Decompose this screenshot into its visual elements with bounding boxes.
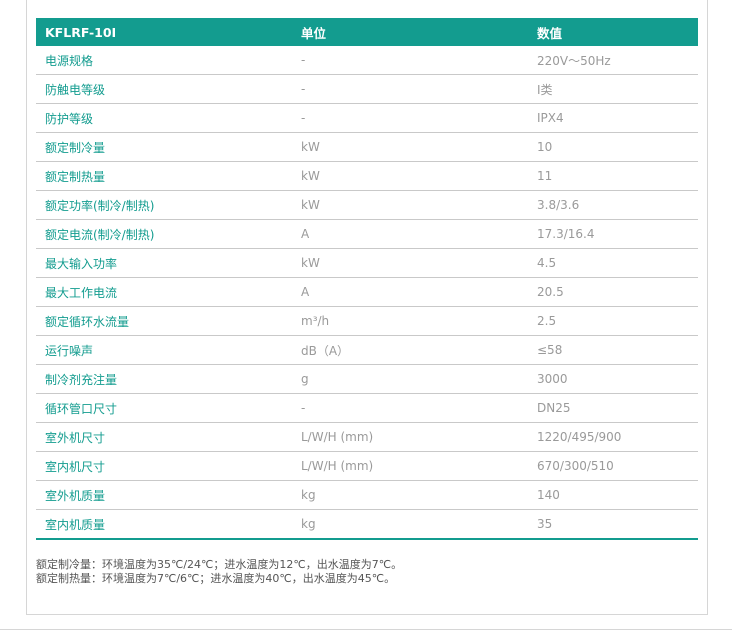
- row-label: 防护等级: [36, 103, 301, 133]
- table-row: 最大输入功率 kW 4.5: [36, 248, 698, 278]
- row-label: 额定循环水流量: [36, 306, 301, 336]
- row-label: 室外机尺寸: [36, 422, 301, 452]
- row-unit: kW: [301, 161, 537, 191]
- row-unit: -: [301, 103, 537, 133]
- row-value: 20.5: [537, 277, 698, 307]
- row-label: 最大输入功率: [36, 248, 301, 278]
- row-value: 670/300/510: [537, 451, 698, 481]
- header-model: KFLRF-10I: [36, 18, 301, 46]
- row-value: 1220/495/900: [537, 422, 698, 452]
- row-value: I类: [537, 74, 698, 104]
- row-label: 最大工作电流: [36, 277, 301, 307]
- row-value: DN25: [537, 393, 698, 423]
- table-row: 额定功率(制冷/制热) kW 3.8/3.6: [36, 190, 698, 220]
- row-label: 额定制热量: [36, 161, 301, 191]
- table-row: 防护等级 - IPX4: [36, 103, 698, 133]
- row-value: ≤58: [537, 335, 698, 365]
- footnote-cooling: 额定制冷量：环境温度为35℃/24℃；进水温度为12℃，出水温度为7℃。: [36, 558, 403, 571]
- table-row: 额定循环水流量 m³/h 2.5: [36, 306, 698, 336]
- row-label: 室内机尺寸: [36, 451, 301, 481]
- row-unit: m³/h: [301, 306, 537, 336]
- row-value: 140: [537, 480, 698, 510]
- table-row: 额定制冷量 kW 10: [36, 132, 698, 162]
- table-row: 室内机尺寸 L/W/H (mm) 670/300/510: [36, 451, 698, 481]
- row-unit: kW: [301, 190, 537, 220]
- table-row: 额定制热量 kW 11: [36, 161, 698, 191]
- row-value: 10: [537, 132, 698, 162]
- row-label: 运行噪声: [36, 335, 301, 365]
- table-row: 额定电流(制冷/制热) A 17.3/16.4: [36, 219, 698, 249]
- row-unit: L/W/H (mm): [301, 422, 537, 452]
- row-label: 额定功率(制冷/制热): [36, 190, 301, 220]
- divider: [0, 629, 732, 630]
- row-unit: kW: [301, 248, 537, 278]
- row-label: 额定电流(制冷/制热): [36, 219, 301, 249]
- table-row: 循环管口尺寸 - DN25: [36, 393, 698, 423]
- table-row: 电源规格 -220V～50Hz: [36, 46, 698, 75]
- row-unit: -: [301, 46, 537, 75]
- row-label: 电源规格: [36, 46, 301, 75]
- table-row: 室外机质量 kg 140: [36, 480, 698, 510]
- row-value: IPX4: [537, 103, 698, 133]
- row-unit: L/W/H (mm): [301, 451, 537, 481]
- row-label: 防触电等级: [36, 74, 301, 104]
- row-unit: kg: [301, 509, 537, 540]
- table-row: 运行噪声 dB（A） ≤58: [36, 335, 698, 365]
- row-value: 17.3/16.4: [537, 219, 698, 249]
- footnotes: 额定制冷量：环境温度为35℃/24℃；进水温度为12℃，出水温度为7℃。 额定制…: [36, 558, 402, 586]
- row-label: 室外机质量: [36, 480, 301, 510]
- row-label: 室内机质量: [36, 509, 301, 540]
- row-label: 制冷剂充注量: [36, 364, 301, 394]
- table-row: 防触电等级 - I类: [36, 74, 698, 104]
- content-frame: [26, 0, 708, 615]
- row-unit: dB（A）: [301, 335, 537, 365]
- row-unit: A: [301, 219, 537, 249]
- table-row: 最大工作电流 A 20.5: [36, 277, 698, 307]
- row-unit: -: [301, 393, 537, 423]
- footnote-heating: 额定制热量：环境温度为7℃/6℃；进水温度为40℃，出水温度为45℃。: [36, 572, 396, 585]
- row-value: 3.8/3.6: [537, 190, 698, 220]
- table-header-row: KFLRF-10I 单位 数值: [36, 18, 698, 46]
- row-unit: kg: [301, 480, 537, 510]
- row-unit: g: [301, 364, 537, 394]
- row-label: 额定制冷量: [36, 132, 301, 162]
- header-value: 数值: [537, 18, 698, 46]
- row-label: 循环管口尺寸: [36, 393, 301, 423]
- table-row: 制冷剂充注量 g 3000: [36, 364, 698, 394]
- row-unit: A: [301, 277, 537, 307]
- row-value: 35: [537, 509, 698, 540]
- row-value: 2.5: [537, 306, 698, 336]
- row-value: 11: [537, 161, 698, 191]
- table-row: 室内机质量 kg 35: [36, 509, 698, 540]
- row-unit: -: [301, 74, 537, 104]
- row-unit: kW: [301, 132, 537, 162]
- spec-table: KFLRF-10I 单位 数值 电源规格 -220V～50Hz 防触电等级 - I类 防护…: [36, 18, 698, 540]
- row-value: 4.5: [537, 248, 698, 278]
- row-value: 220V～50Hz: [537, 46, 698, 75]
- row-value: 3000: [537, 364, 698, 394]
- header-unit: 单位: [301, 18, 537, 46]
- table-row: 室外机尺寸 L/W/H (mm) 1220/495/900: [36, 422, 698, 452]
